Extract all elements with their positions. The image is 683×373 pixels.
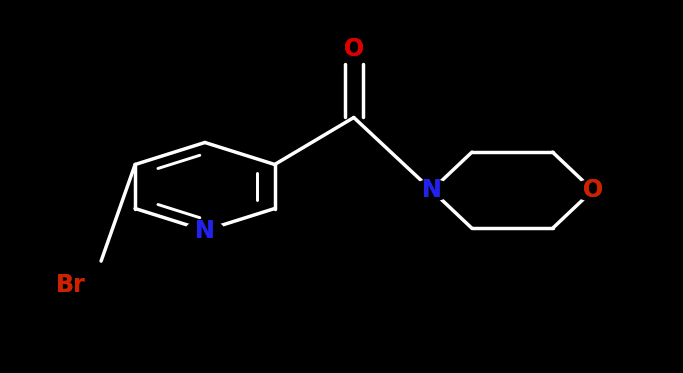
Text: N: N [195,219,214,242]
Text: O: O [344,37,364,61]
Text: N: N [422,178,441,202]
Circle shape [413,180,451,201]
Text: O: O [344,37,364,61]
Circle shape [574,180,612,201]
Text: Br: Br [56,273,85,297]
Text: O: O [583,178,603,202]
Circle shape [186,220,224,241]
Text: N: N [422,178,441,202]
Text: Br: Br [56,273,85,297]
Circle shape [44,270,102,301]
Circle shape [335,39,373,60]
Text: O: O [583,178,603,202]
Text: N: N [195,219,214,242]
